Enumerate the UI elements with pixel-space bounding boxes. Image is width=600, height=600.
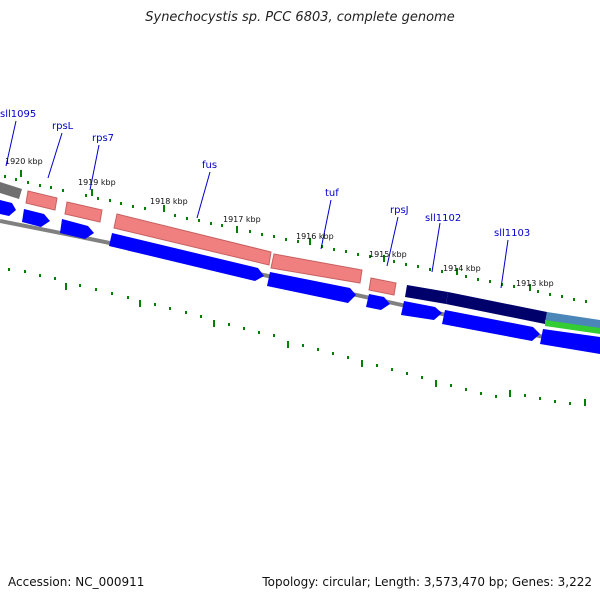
gene-rps7-block[interactable]	[64, 201, 103, 223]
gene-rpsL-block[interactable]	[25, 190, 58, 211]
gene-fus-block[interactable]	[113, 213, 272, 266]
kbp-label: 1920 kbp	[5, 157, 43, 166]
gene-label-rpsL[interactable]: rpsL	[52, 121, 74, 132]
kbp-label: 1919 kbp	[78, 178, 116, 187]
cds-arrow-5	[267, 272, 356, 303]
cds-arrow-1	[0, 200, 16, 216]
genome-info-text: Topology: circular; Length: 3,573,470 bp…	[262, 575, 592, 589]
kbp-label: 1913 kbp	[516, 279, 554, 288]
map-title: Synechocystis sp. PCC 6803, complete gen…	[145, 10, 455, 25]
kbp-label: 1914 kbp	[443, 264, 481, 273]
gene-sll1095-block[interactable]	[0, 182, 22, 199]
cds-arrow-9	[540, 329, 600, 354]
accession-text: Accession: NC_000911	[8, 575, 145, 589]
cds-arrow-2	[22, 209, 50, 227]
gene-sll1103-block[interactable]	[446, 292, 547, 324]
gene-label-rpsJ[interactable]: rpsJ	[390, 205, 409, 216]
gene-tuf-block[interactable]	[270, 253, 363, 284]
green-feature-block	[545, 320, 600, 334]
kbp-label: 1918 kbp	[150, 197, 188, 206]
gene-label-tuf[interactable]: tuf	[325, 188, 339, 199]
gene-sll1102-block[interactable]	[405, 285, 448, 304]
cds-arrow-6	[366, 294, 390, 310]
gene-rpsJ-block[interactable]	[368, 277, 397, 296]
kbp-label: 1917 kbp	[223, 215, 261, 224]
gene-label-fus[interactable]: fus	[202, 160, 217, 171]
gene-label-sll1103[interactable]: sll1103	[494, 228, 530, 239]
cds-arrow-8	[442, 310, 540, 341]
lower-tick-ring	[8, 268, 586, 406]
gene-label-sll1095[interactable]: sll1095	[0, 109, 36, 120]
cds-arrow-3	[60, 219, 94, 239]
cds-arrow-4	[109, 233, 264, 281]
kbp-label: 1916 kbp	[296, 232, 334, 241]
upper-major-ticks	[20, 170, 531, 291]
forward-strand-track	[0, 182, 600, 334]
reverse-strand-track	[0, 200, 600, 354]
cds-arrow-7	[401, 301, 442, 320]
gene-label-rps7[interactable]: rps7	[92, 133, 114, 144]
gene-leader-lines	[5, 120, 509, 289]
kbp-label: 1915 kbp	[369, 250, 407, 259]
gene-label-sll1102[interactable]: sll1102	[425, 213, 461, 224]
